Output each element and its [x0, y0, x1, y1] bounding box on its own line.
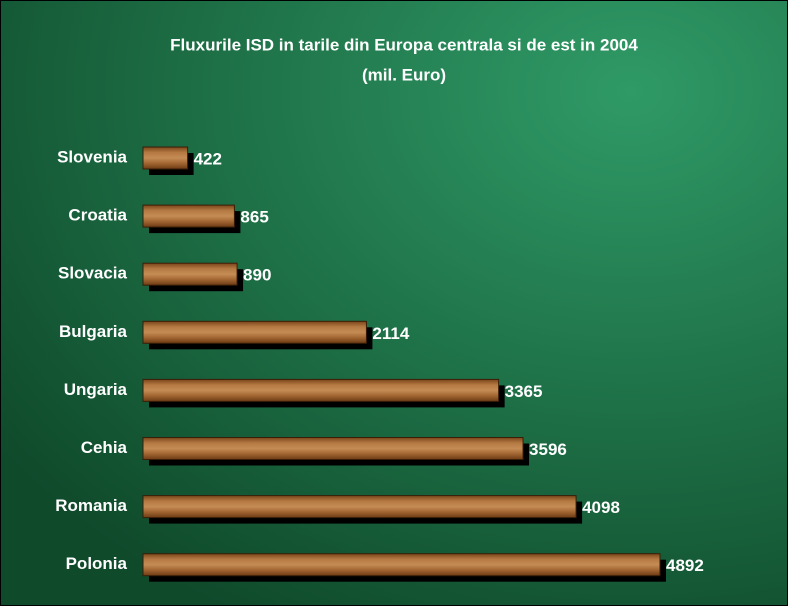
bar: [142, 146, 189, 170]
bar: [142, 262, 238, 286]
bar: [142, 553, 661, 577]
value-label: 2114: [372, 324, 409, 343]
y-tick-label: Polonia: [66, 554, 128, 573]
chart-title: Fluxurile ISD in tarile din Europa centr…: [170, 35, 638, 54]
value-label: 422: [194, 149, 222, 168]
bar: [142, 378, 500, 402]
y-tick-label: Romania: [55, 496, 127, 515]
bar: [142, 495, 577, 519]
value-label: 4892: [666, 556, 704, 575]
bar: [142, 320, 367, 344]
value-label: 4098: [582, 498, 620, 517]
chart-subtitle: (mil. Euro): [362, 65, 446, 84]
value-label: 3365: [505, 382, 543, 401]
y-tick-label: Cehia: [81, 438, 128, 457]
y-tick-label: Slovenia: [57, 147, 127, 166]
y-tick-label: Bulgaria: [59, 322, 128, 341]
y-tick-label: Slovacia: [58, 264, 128, 283]
value-label: 890: [243, 266, 271, 285]
value-label: 865: [240, 208, 268, 227]
bar: [142, 437, 524, 460]
y-tick-label: Ungaria: [64, 380, 128, 399]
bar: [142, 204, 235, 228]
y-tick-label: Croatia: [68, 206, 127, 225]
value-label: 3596: [529, 440, 567, 459]
